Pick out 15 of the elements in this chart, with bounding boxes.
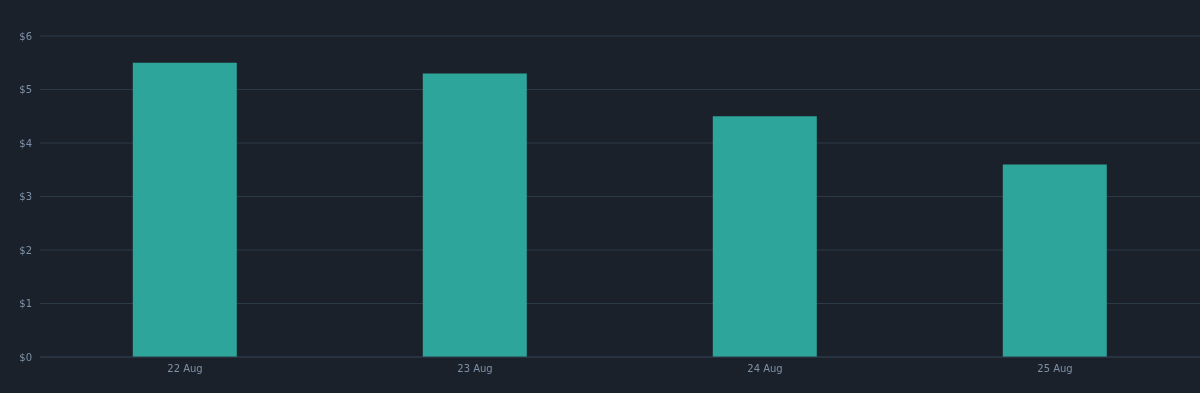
y-tick-label: $4 (19, 137, 32, 149)
y-tick-label: $6 (19, 30, 32, 42)
y-tick-label: $5 (19, 84, 32, 96)
y-tick-label: $3 (19, 191, 32, 203)
x-tick-label: 22 Aug (167, 363, 203, 375)
y-tick-label: $2 (19, 244, 32, 256)
y-tick-label: $1 (19, 298, 32, 310)
bar (422, 73, 527, 357)
x-tick-label: 24 Aug (747, 363, 783, 375)
bar (132, 62, 237, 357)
bar (1002, 164, 1107, 357)
x-tick-label: 23 Aug (457, 363, 493, 375)
x-tick-label: 25 Aug (1037, 363, 1073, 375)
y-tick-label: $0 (19, 351, 32, 363)
bar (712, 116, 817, 357)
